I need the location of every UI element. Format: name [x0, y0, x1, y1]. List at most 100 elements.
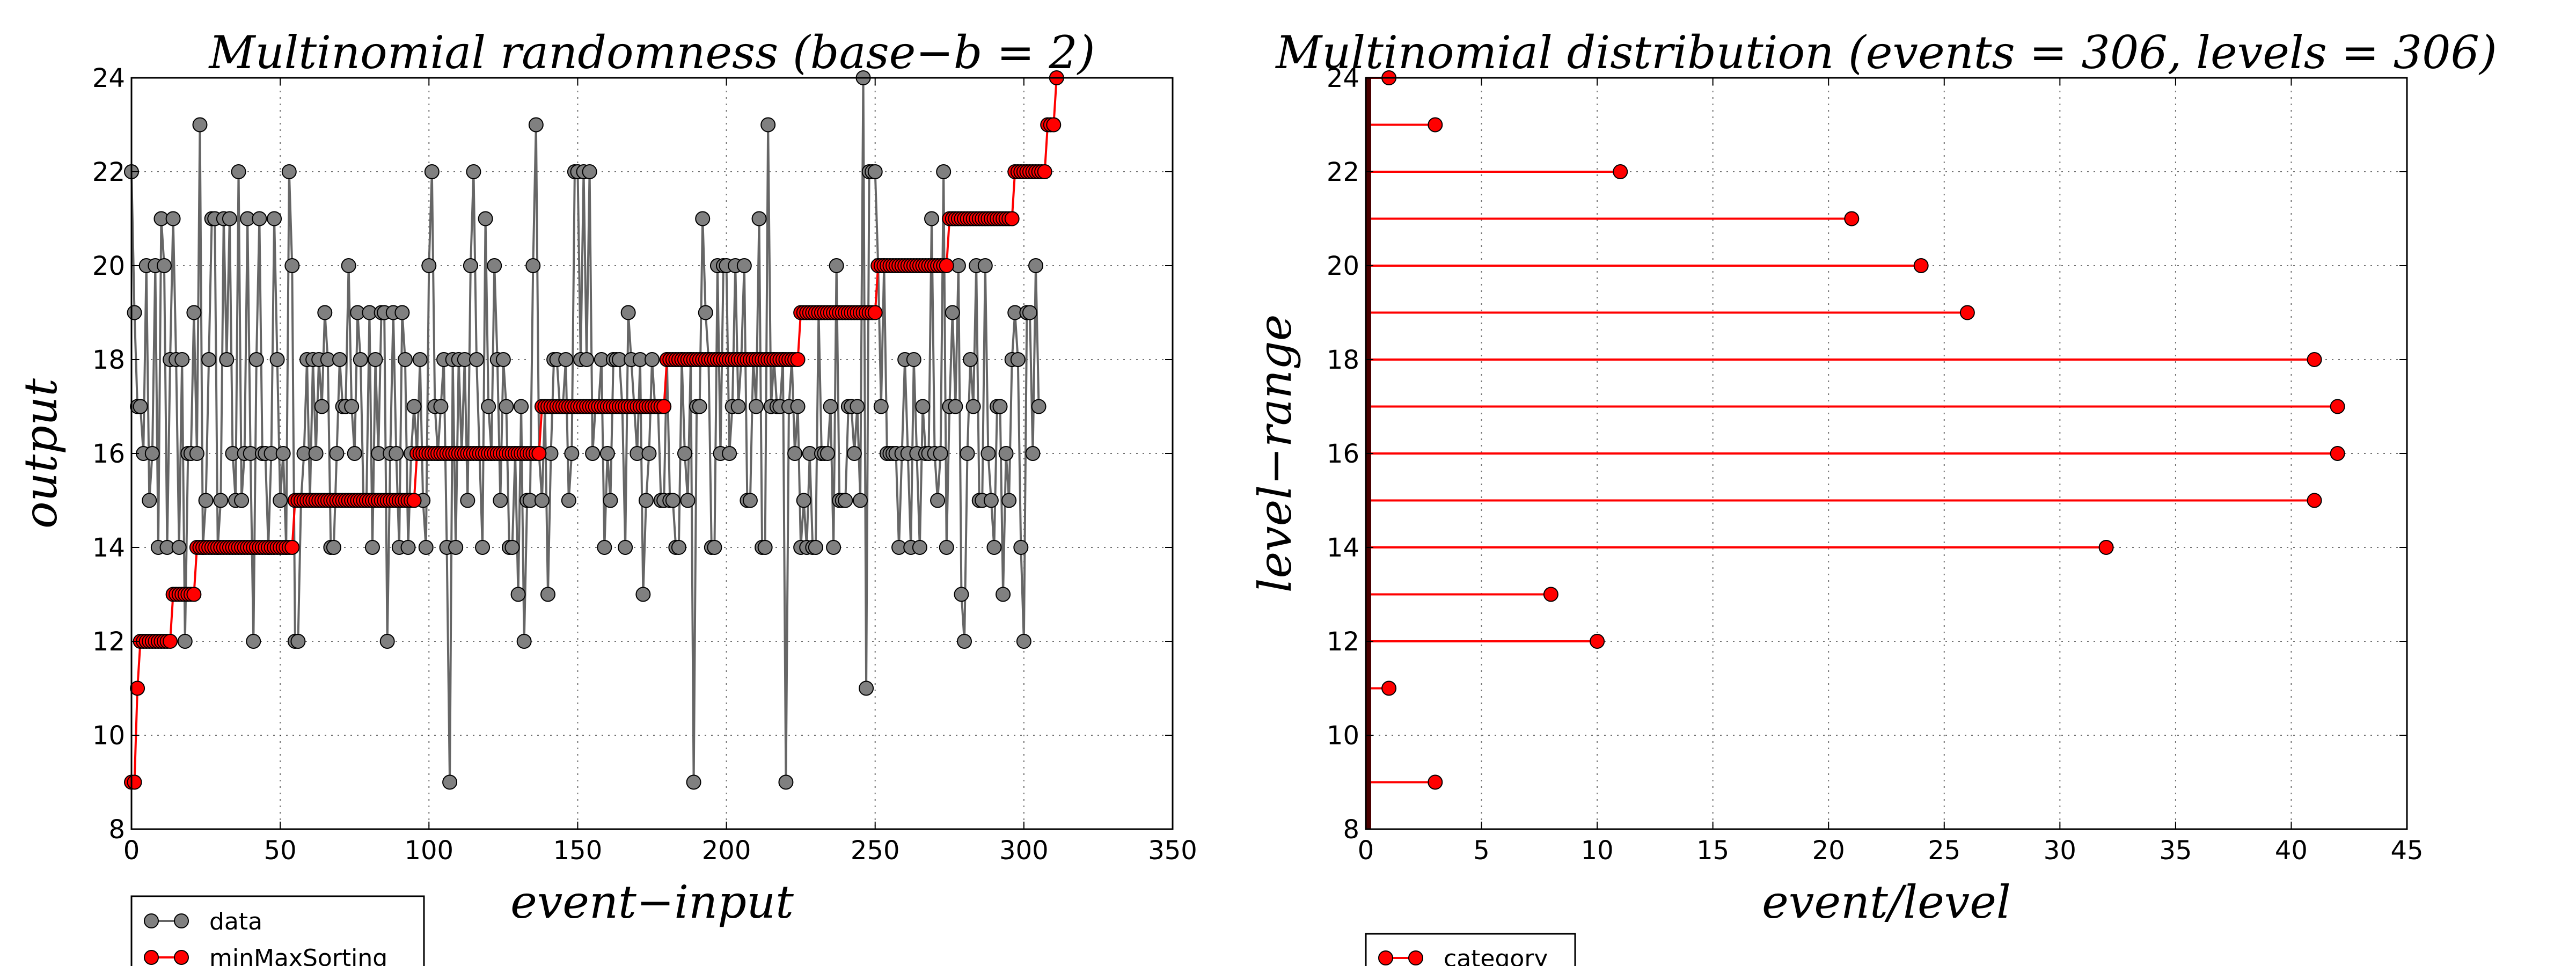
data-point	[389, 446, 404, 461]
data-point	[525, 258, 541, 273]
data-point	[665, 493, 680, 508]
data-point	[638, 493, 654, 508]
category-point	[2330, 399, 2345, 414]
x-tick-label: 10	[1581, 836, 1614, 866]
plot-area	[1366, 70, 2345, 829]
data-point	[487, 258, 502, 273]
data-point	[707, 540, 722, 555]
data-point	[677, 446, 692, 461]
x-tick-label: 150	[553, 836, 603, 866]
data-point	[540, 587, 555, 602]
data-point	[275, 446, 291, 461]
data-point	[829, 258, 844, 273]
data-point	[957, 634, 972, 649]
y-tick-label: 20	[92, 251, 125, 281]
data-point	[736, 258, 752, 273]
data-point	[171, 540, 187, 555]
data-point	[983, 493, 999, 508]
data-point	[248, 352, 264, 367]
x-tick-label: 20	[1812, 836, 1845, 866]
data-point	[284, 258, 300, 273]
minMaxSorting-point	[284, 540, 300, 555]
data-point	[499, 399, 514, 414]
data-point	[1010, 352, 1026, 367]
y-tick-label: 10	[92, 721, 125, 751]
data-point	[603, 493, 618, 508]
data-point	[859, 680, 874, 696]
data-point	[671, 540, 686, 555]
x-tick-label: 30	[2044, 836, 2076, 866]
data-point	[252, 211, 267, 226]
data-point	[986, 540, 1002, 555]
data-point	[912, 540, 927, 555]
data-point	[996, 587, 1011, 602]
data-point	[826, 540, 841, 555]
data-point	[1001, 493, 1017, 508]
category-point	[1381, 680, 1397, 696]
legend-swatch-marker	[144, 950, 159, 965]
data-point	[686, 774, 701, 790]
minMaxSorting-point	[790, 352, 806, 367]
x-tick-label: 350	[1148, 836, 1197, 866]
data-point	[442, 774, 458, 790]
data-point	[495, 352, 511, 367]
minMaxSorting-point	[531, 446, 547, 461]
minMaxSorting-point	[406, 493, 422, 508]
data-point	[749, 399, 764, 414]
data-point	[433, 399, 449, 414]
minMaxSorting-point	[127, 774, 142, 790]
data-point	[936, 164, 952, 179]
data-point	[808, 540, 823, 555]
y-tick-label: 16	[1327, 439, 1359, 469]
data-point	[412, 352, 428, 367]
y-tick-label: 18	[92, 345, 125, 375]
data-point	[760, 117, 776, 133]
data-point	[493, 493, 508, 508]
x-axis-label: event−input	[510, 876, 794, 928]
data-point	[290, 634, 306, 649]
data-point	[787, 446, 803, 461]
data-point	[192, 117, 208, 133]
x-tick-label: 300	[999, 836, 1049, 866]
data-point	[742, 493, 758, 508]
legend-swatch-marker	[1408, 950, 1423, 965]
legend-label: data	[209, 908, 262, 935]
data-point	[510, 587, 526, 602]
category-point	[1590, 634, 1605, 649]
data-point	[186, 305, 202, 320]
data-point	[142, 493, 157, 508]
data-point	[528, 117, 544, 133]
data-point	[394, 305, 410, 320]
data-point	[329, 446, 345, 461]
legend-swatch-marker	[1378, 950, 1393, 965]
data-point	[222, 211, 237, 226]
data-point	[1025, 446, 1041, 461]
data-point	[133, 399, 148, 414]
data-point	[127, 305, 142, 320]
minMaxSorting-point	[1046, 117, 1062, 133]
legend-label: minMaxSorting	[209, 945, 387, 966]
y-tick-label: 14	[1327, 533, 1359, 563]
y-tick-label: 20	[1327, 251, 1359, 281]
legend-swatch-marker	[174, 913, 189, 928]
data-point	[558, 352, 574, 367]
data-point	[965, 399, 981, 414]
data-point	[177, 634, 193, 649]
minMaxSorting-point	[163, 634, 178, 649]
data-point	[945, 305, 960, 320]
data-point	[317, 305, 333, 320]
data-point	[695, 211, 711, 226]
x-tick-label: 250	[851, 836, 900, 866]
data-point	[504, 540, 520, 555]
data-point	[641, 446, 657, 461]
y-tick-label: 22	[1327, 157, 1359, 187]
minMaxSorting-point	[186, 587, 202, 602]
y-tick-label: 18	[1327, 345, 1359, 375]
category-point	[1959, 305, 1975, 320]
data-point	[599, 446, 615, 461]
data-point	[424, 164, 440, 179]
y-tick-label: 10	[1327, 721, 1359, 751]
data-point	[314, 399, 330, 414]
data-point	[341, 258, 356, 273]
category-point	[1543, 587, 1558, 602]
